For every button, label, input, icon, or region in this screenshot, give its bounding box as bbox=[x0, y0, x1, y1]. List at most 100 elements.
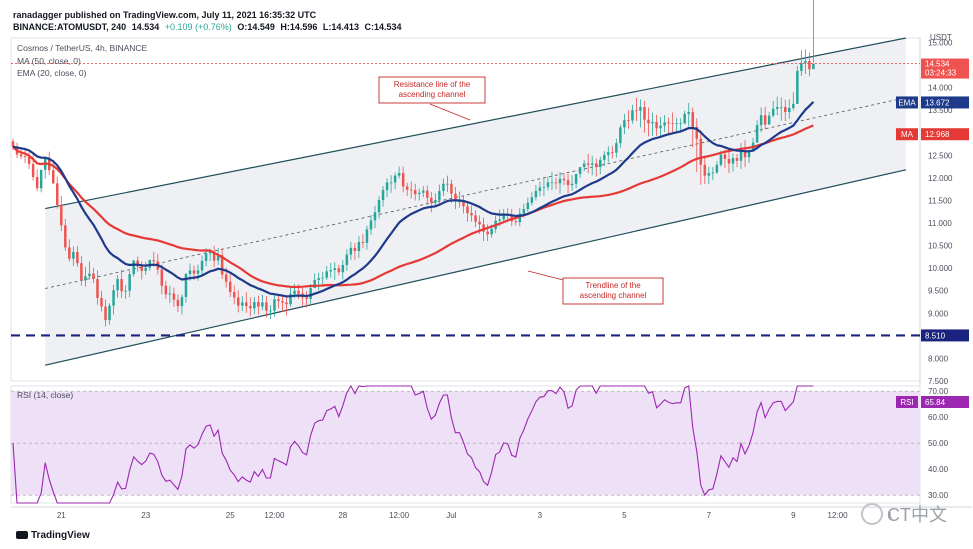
change-text: +0.109 (+0.76%) bbox=[164, 22, 232, 32]
rsi-tick-label: 60.00 bbox=[928, 413, 949, 422]
candle-body bbox=[683, 113, 686, 124]
candle-body bbox=[796, 70, 799, 104]
candle-body bbox=[285, 302, 288, 305]
brand-text: TradingView bbox=[31, 529, 90, 541]
candle-body bbox=[273, 299, 276, 311]
ema-tag-text: EMA bbox=[898, 98, 916, 107]
candle-body bbox=[679, 123, 682, 125]
candle-body bbox=[361, 241, 365, 243]
candle-body bbox=[220, 255, 224, 275]
candle-body bbox=[245, 302, 248, 307]
candle-body bbox=[325, 271, 328, 278]
candle-body bbox=[88, 273, 91, 277]
price-tick-label: 13.500 bbox=[928, 106, 953, 115]
candle-body bbox=[393, 175, 397, 183]
price-tick-label: 11.000 bbox=[928, 219, 952, 228]
price-text: 14.534 bbox=[131, 22, 160, 32]
high-text: H:14.596 bbox=[280, 22, 318, 32]
candle-body bbox=[31, 163, 35, 178]
candle-body bbox=[144, 267, 147, 271]
candle-body bbox=[566, 180, 570, 186]
candle-body bbox=[454, 193, 457, 202]
legend-ma: MA (50, close, 0) bbox=[17, 56, 81, 66]
ma-value-box bbox=[921, 128, 969, 141]
candle-body bbox=[333, 268, 337, 270]
candle-body bbox=[470, 213, 473, 216]
annotation-text: Trendline of the bbox=[585, 281, 641, 290]
tradingview-logo[interactable]: TradingView bbox=[16, 530, 90, 541]
channel-lower-line bbox=[45, 169, 907, 366]
candle-body bbox=[639, 107, 642, 111]
candle-body bbox=[241, 302, 244, 306]
candle-body bbox=[168, 293, 172, 295]
candle-body bbox=[108, 305, 111, 321]
candle-body bbox=[249, 306, 252, 309]
time-tick-label: 5 bbox=[622, 511, 627, 520]
candle-body bbox=[212, 251, 216, 261]
candle-body bbox=[349, 247, 353, 255]
candle-body bbox=[200, 260, 204, 271]
candle-body bbox=[812, 63, 815, 70]
candle-body bbox=[534, 190, 538, 198]
candle-body bbox=[289, 293, 292, 305]
candle-body bbox=[389, 182, 393, 184]
candle-body bbox=[719, 154, 723, 165]
rsi-value-box bbox=[921, 396, 969, 409]
candle-body bbox=[619, 127, 622, 144]
candle-body bbox=[35, 177, 39, 189]
ma-value-label: 12.968 bbox=[925, 130, 950, 139]
candle-body bbox=[23, 156, 27, 158]
price-tick-label: 10.500 bbox=[928, 242, 953, 251]
time-tick-label: 7 bbox=[707, 511, 712, 520]
candle-body bbox=[309, 288, 312, 299]
support-value-box bbox=[921, 329, 969, 342]
candle-body bbox=[381, 190, 385, 201]
candle-body bbox=[663, 122, 666, 126]
rsi-tag-text: RSI bbox=[900, 398, 913, 407]
candle-body bbox=[522, 209, 526, 214]
candle-body bbox=[707, 172, 711, 176]
candle-body bbox=[216, 255, 220, 261]
annotation-text: ascending channel bbox=[399, 90, 466, 99]
rsi-tick-label: 40.00 bbox=[928, 465, 949, 474]
candle-body bbox=[353, 247, 357, 252]
candle-body bbox=[281, 301, 284, 303]
candle-body bbox=[450, 183, 453, 194]
candle-body bbox=[611, 152, 614, 153]
candle-body bbox=[257, 302, 260, 307]
candle-body bbox=[808, 61, 811, 70]
candle-body bbox=[51, 170, 55, 184]
candle-body bbox=[224, 274, 228, 282]
candle-body bbox=[305, 297, 308, 299]
candle-body bbox=[385, 182, 389, 191]
watermark-text: CT中文 bbox=[887, 505, 947, 525]
price-tick-label: 9.000 bbox=[928, 309, 949, 318]
candle-body bbox=[458, 201, 461, 203]
candle-body bbox=[357, 241, 361, 252]
candle-body bbox=[771, 108, 775, 116]
candle-body bbox=[100, 297, 103, 307]
candle-body bbox=[128, 274, 131, 291]
candle-body bbox=[148, 260, 152, 268]
channel-fill bbox=[45, 38, 906, 366]
candle-body bbox=[498, 219, 501, 221]
candle-body bbox=[590, 163, 594, 165]
price-tick-label: 15.000 bbox=[928, 39, 953, 48]
candle-body bbox=[269, 310, 272, 312]
candle-body bbox=[204, 253, 208, 261]
candle-body bbox=[659, 125, 662, 129]
candle-body bbox=[442, 183, 445, 191]
candle-body bbox=[124, 290, 127, 292]
candle-body bbox=[804, 61, 807, 63]
candle-body bbox=[763, 115, 767, 125]
candle-body bbox=[232, 292, 236, 298]
candle-body bbox=[562, 178, 566, 181]
price-tick-label: 9.500 bbox=[928, 287, 949, 296]
price-tick-label: 11.500 bbox=[928, 196, 952, 205]
candle-body bbox=[329, 269, 333, 272]
candle-body bbox=[759, 115, 763, 126]
channel-upper-line bbox=[45, 37, 907, 210]
candle-body bbox=[265, 302, 268, 311]
candle-body bbox=[261, 302, 264, 307]
candle-body bbox=[518, 213, 522, 223]
